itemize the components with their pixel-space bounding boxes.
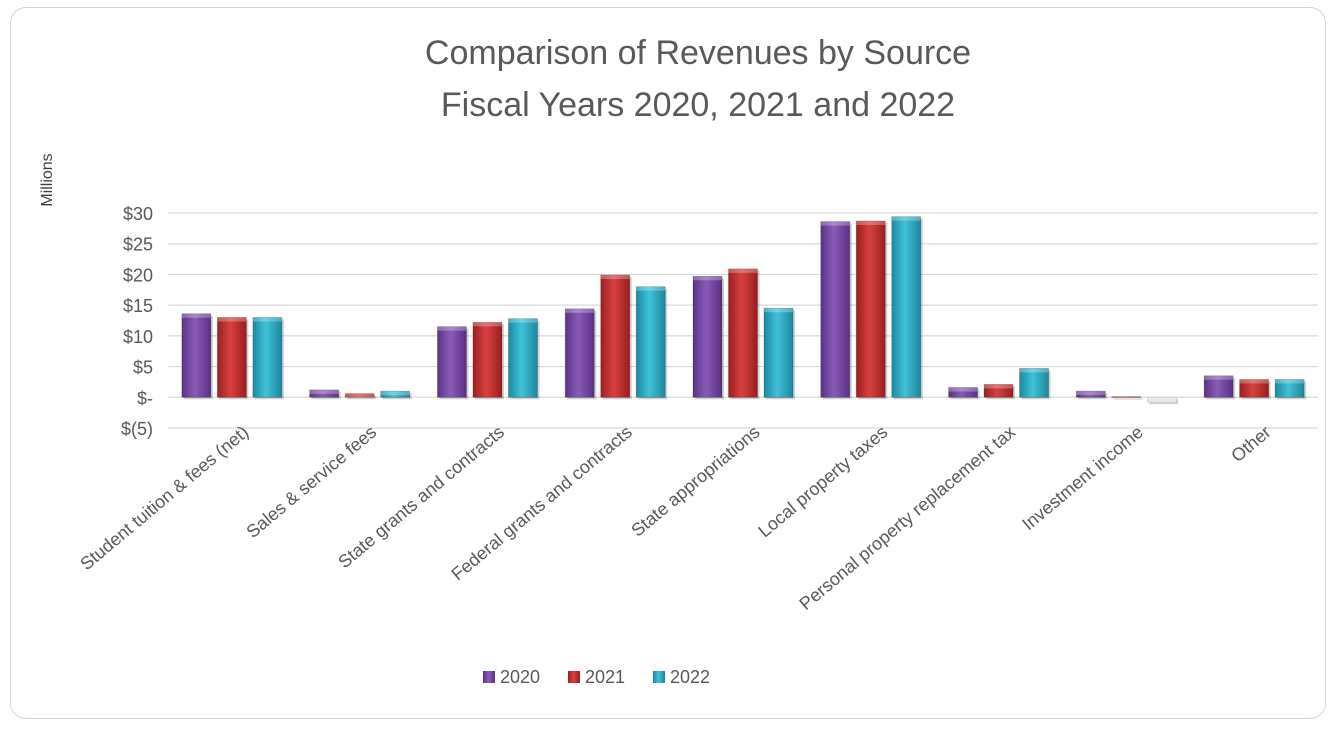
bar-2022-2 (508, 318, 538, 398)
bar-bevel (600, 275, 630, 280)
bar-2022-7 (1146, 396, 1177, 403)
bar-bevel (984, 384, 1014, 389)
bar-2021-7 (1111, 396, 1142, 399)
legend-label-2022: 2022 (670, 667, 710, 687)
y-tick-label: $(5) (121, 419, 153, 439)
x-tick-label: Student tuition & fees (net) (76, 422, 252, 574)
bar-bevel (1239, 379, 1269, 384)
bar-2021-2 (472, 321, 503, 398)
y-tick-label: $30 (123, 204, 153, 224)
y-tick-labels: $30 $25 $20 $15 $10 $5 $- $(5) (121, 204, 153, 439)
bar-2020-0 (181, 313, 212, 398)
bar-bevel (181, 313, 211, 318)
bar-bevel (764, 308, 793, 313)
legend-swatch-2021 (568, 671, 580, 683)
bar-2021-4 (728, 268, 758, 398)
bar-2020-2 (437, 326, 467, 398)
legend-swatch-2022 (653, 671, 665, 683)
y-tick-label: $10 (123, 327, 153, 347)
bar-2020-4 (692, 275, 723, 398)
bar-2020-1 (309, 389, 340, 398)
bar-bevel (1275, 379, 1305, 384)
legend-label-2020: 2020 (500, 667, 540, 687)
y-tick-label: $15 (123, 296, 153, 316)
y-tick-label: $25 (123, 235, 153, 255)
x-tick-label: State appropriations (627, 422, 763, 541)
bar-bevel (380, 391, 410, 396)
x-tick-label: Personal property replacement tax (795, 422, 1019, 614)
bar-2022-1 (380, 390, 411, 398)
bar-bevel (856, 220, 886, 225)
y-tick-label: $20 (123, 265, 153, 285)
bar-shadow (347, 395, 377, 400)
bar-2020-5 (820, 221, 851, 398)
x-tick-label: Sales & service fees (242, 422, 380, 542)
bar-bevel (636, 286, 666, 291)
x-tick-labels: Student tuition & fees (net)Sales & serv… (76, 422, 1274, 614)
bar-bevel (565, 308, 595, 313)
bar-bevel (217, 317, 247, 322)
bar-2022-8 (1274, 379, 1305, 398)
bar-bevel (345, 393, 375, 398)
legend-label-2021: 2021 (585, 667, 625, 687)
y-tick-label: $- (137, 388, 153, 408)
legend: 2020 2021 2022 (483, 667, 710, 687)
bar-2021-3 (600, 274, 631, 398)
bar-bevel (1204, 375, 1234, 380)
bar-bevel (508, 318, 538, 323)
bar-2020-8 (1203, 375, 1234, 398)
bar-2020-3 (564, 308, 595, 398)
bar-bevel (728, 268, 758, 273)
x-tick-label: Investment income (1018, 422, 1147, 534)
bar-2021-6 (983, 383, 1014, 398)
y-axis-label: Millions (39, 153, 56, 206)
chart-title-line1: Comparison of Revenues by Source (425, 34, 971, 72)
bar-2022-4 (763, 307, 794, 398)
y-tick-label: $5 (133, 358, 153, 378)
bar-bevel (891, 216, 921, 221)
chart-title-line2: Fiscal Years 2020, 2021 and 2022 (441, 86, 955, 124)
bar-bevel (1111, 396, 1141, 398)
bar-2020-6 (948, 387, 978, 398)
bar-bevel (1019, 368, 1049, 373)
legend-swatch-2020 (483, 671, 495, 683)
bar-2021-0 (216, 317, 247, 398)
bar-bevel (1076, 391, 1106, 396)
bar-2022-6 (1019, 368, 1049, 398)
bar-2022-0 (252, 317, 283, 398)
bar-2021-1 (344, 393, 375, 398)
bar-bevel (252, 317, 282, 322)
bar-bevel (437, 326, 467, 331)
bar-bevel (820, 221, 850, 226)
bar-shadow (1113, 398, 1143, 400)
bar-2022-5 (891, 216, 922, 398)
bar-2021-8 (1239, 379, 1270, 398)
bar-bevel (693, 276, 722, 281)
bar-2021-5 (855, 220, 886, 398)
bar-2022-3 (635, 286, 666, 398)
bar-2020-7 (1075, 390, 1106, 398)
bars (181, 216, 1307, 405)
bar-bevel (309, 389, 339, 394)
bar-bevel (948, 387, 978, 392)
bar-bevel (472, 322, 502, 327)
x-tick-label: Local property taxes (754, 422, 891, 542)
